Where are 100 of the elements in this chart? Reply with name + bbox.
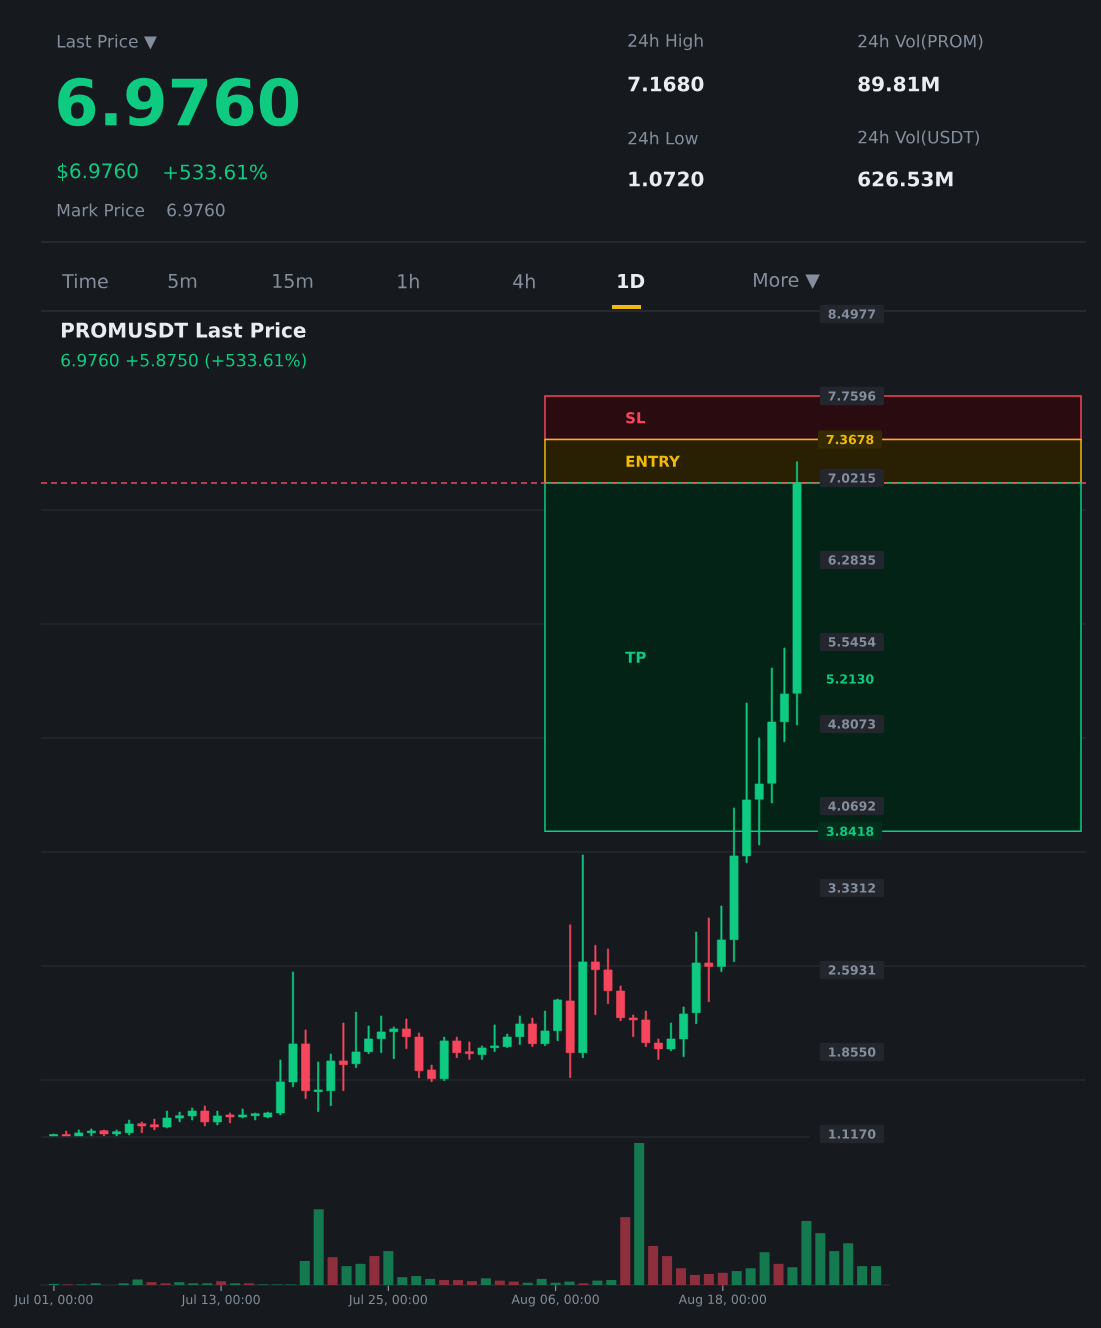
text: $6.9760	[57, 162, 138, 182]
candlestick	[477, 1045, 487, 1060]
y-tick-label: 2.5931	[828, 965, 876, 975]
candlestick	[339, 1022, 348, 1091]
bar	[829, 1251, 840, 1285]
bar	[299, 1261, 310, 1285]
text: Last Price ▼	[57, 34, 157, 50]
bar	[801, 1220, 812, 1285]
candlestick	[452, 1036, 462, 1058]
candlestick	[780, 647, 789, 742]
candlestick	[49, 1133, 58, 1137]
text: 89.81M	[858, 76, 939, 92]
candlestick	[389, 1026, 399, 1059]
candlestick	[376, 1015, 386, 1053]
candlestick	[465, 1041, 474, 1060]
candlestick	[187, 1107, 197, 1121]
bar	[620, 1217, 631, 1285]
candlestick	[528, 1017, 537, 1047]
text: 1h	[398, 273, 419, 289]
candlestick	[288, 971, 298, 1087]
candlestick	[301, 1029, 310, 1099]
candlestick	[490, 1024, 499, 1052]
annotation: 7.3678	[826, 434, 874, 445]
y-tick-label: 4.8073	[828, 719, 876, 729]
y-tick-label: 4.0692	[828, 801, 875, 811]
text: 24h Vol(USDT)	[858, 130, 979, 146]
y-tick-label: 7.7596	[828, 391, 876, 401]
candlestick	[679, 1006, 688, 1057]
bar	[174, 1282, 185, 1285]
bar	[536, 1278, 547, 1285]
bar	[132, 1279, 143, 1285]
candlestick	[137, 1121, 147, 1133]
candlestick	[175, 1111, 184, 1123]
text: 24h Low	[628, 131, 698, 145]
x-tick-label: Aug 18, 00:00	[678, 1294, 767, 1307]
candlestick	[691, 931, 701, 1024]
y-tick-label: 5.5454	[828, 637, 876, 647]
bar	[411, 1276, 422, 1285]
bar	[453, 1280, 464, 1285]
candlestick	[250, 1112, 260, 1121]
bar	[439, 1280, 450, 1285]
candlestick	[717, 905, 726, 972]
bar	[843, 1243, 854, 1285]
text: 626.53M	[858, 171, 953, 187]
candlestick	[213, 1110, 222, 1126]
text: 1D	[618, 274, 645, 288]
bar	[787, 1267, 798, 1285]
candlestick	[87, 1128, 96, 1137]
bar	[480, 1278, 491, 1285]
bar	[592, 1280, 603, 1285]
band-label: ENTRY	[626, 455, 680, 467]
candlestick	[364, 1025, 373, 1054]
chart-title: PROMUSDT Last Price	[62, 322, 306, 338]
candlestick	[124, 1119, 134, 1136]
text: Mark Price	[57, 203, 145, 217]
text: 4h	[513, 273, 535, 289]
bar	[564, 1281, 575, 1285]
bar	[634, 1143, 645, 1285]
bar	[773, 1263, 784, 1285]
band-label: TP	[625, 651, 646, 663]
candlestick	[427, 1064, 436, 1082]
candlestick	[74, 1129, 84, 1137]
bar	[871, 1266, 882, 1285]
bar	[857, 1266, 868, 1285]
candlestick	[351, 1011, 361, 1068]
candlestick	[61, 1130, 71, 1137]
x-tick-label: Jul 01, 00:00	[13, 1294, 93, 1307]
candlestick	[628, 1014, 638, 1037]
candlestick	[540, 1010, 550, 1046]
text: 6.9760	[167, 203, 225, 217]
y-tick-label: 1.1170	[829, 1129, 876, 1139]
annotation: 3.8418	[826, 826, 874, 836]
candlestick	[150, 1118, 159, 1131]
y-tick-label: 8.4977	[828, 309, 876, 319]
bar	[606, 1280, 617, 1285]
candlestick	[200, 1105, 210, 1127]
bar	[383, 1251, 394, 1285]
candlestick	[515, 1015, 525, 1045]
bar	[815, 1233, 826, 1285]
bar	[466, 1281, 477, 1285]
text: 15m	[273, 273, 313, 289]
candlestick	[225, 1112, 235, 1124]
candlestick	[767, 667, 777, 804]
candlestick	[439, 1036, 449, 1081]
bar	[648, 1245, 659, 1285]
bar	[397, 1277, 408, 1285]
y-tick-label: 7.0215	[828, 473, 876, 483]
candlestick	[502, 1033, 512, 1048]
bar	[703, 1273, 714, 1285]
bar	[369, 1256, 380, 1285]
text: 5.2130	[826, 674, 874, 684]
y-tick-label: 6.2835	[828, 555, 876, 565]
candlestick	[666, 1022, 676, 1051]
bar	[355, 1263, 366, 1285]
candlestick	[565, 924, 575, 1078]
text: More ▼	[754, 272, 820, 290]
bar	[313, 1209, 324, 1285]
bar	[662, 1256, 673, 1285]
x-tick-label: Jul 13, 00:00	[181, 1294, 260, 1307]
candlestick	[313, 1061, 323, 1112]
